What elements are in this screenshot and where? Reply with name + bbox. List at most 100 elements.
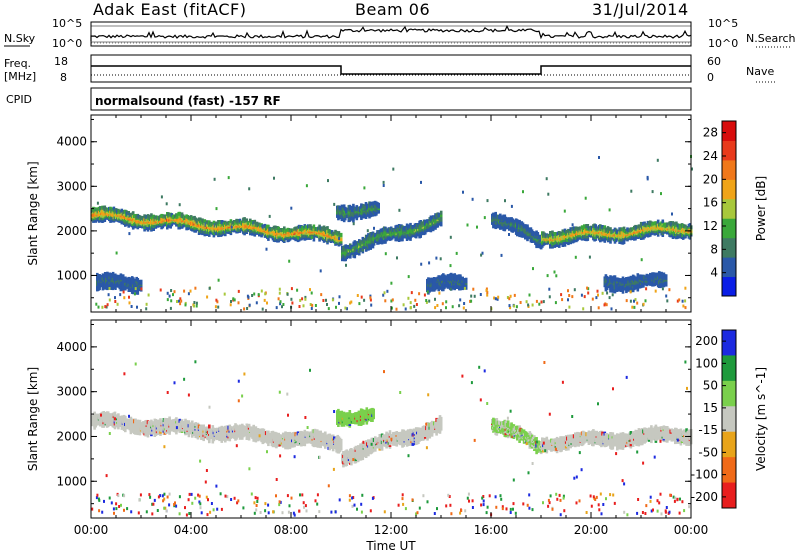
echo-cell	[288, 259, 291, 263]
echo-cell	[571, 295, 574, 299]
echo-cell	[424, 230, 427, 235]
echo-cell	[179, 302, 182, 306]
echo-cell	[603, 303, 606, 307]
echo-cell	[208, 232, 211, 237]
echo-cell	[304, 297, 307, 301]
station-title: Adak East (fitACF)	[93, 0, 247, 19]
echo-cell	[114, 300, 117, 303]
echo-cell	[428, 261, 431, 265]
freq-label: Freq.	[4, 57, 31, 70]
freq-unit: [MHz]	[4, 70, 36, 83]
echo-cell	[109, 286, 113, 290]
echo-cell	[298, 305, 301, 308]
echo-cell	[390, 281, 393, 285]
echo-cell	[267, 236, 270, 241]
echo-band	[91, 205, 343, 247]
echo-cell	[184, 303, 187, 307]
echo-cell	[571, 223, 574, 227]
echo-cell	[131, 211, 135, 216]
echo-cell	[166, 298, 169, 302]
echo-cell	[119, 273, 123, 278]
echo-cell	[261, 307, 264, 311]
echo-cell	[114, 287, 117, 290]
echo-cell	[471, 197, 474, 201]
echo-cell	[304, 236, 308, 241]
echo-cell	[277, 226, 280, 231]
echo-cell	[494, 297, 497, 301]
echo-cell	[629, 290, 632, 294]
echo-cell	[656, 158, 659, 162]
echo-cell	[168, 294, 171, 298]
echo-cell	[372, 241, 376, 246]
echo-cell	[625, 299, 628, 303]
echo-cell	[631, 305, 634, 309]
echo-band	[96, 271, 143, 295]
echo-cell	[130, 305, 133, 308]
echo-cell	[314, 304, 317, 307]
echo-cell	[644, 299, 647, 303]
echo-cell	[319, 269, 322, 273]
echo-cell	[582, 307, 585, 311]
echo-cell	[386, 289, 389, 293]
echo-cell	[494, 211, 497, 216]
echo-cell	[278, 291, 281, 295]
echo-cell	[105, 305, 108, 309]
nsky-panel-frame	[90, 21, 692, 47]
echo-cell	[145, 307, 148, 311]
echo-cell	[684, 286, 687, 290]
echo-cell	[619, 288, 622, 292]
echo-cell	[123, 296, 126, 300]
echo-cell	[688, 223, 692, 228]
echo-cell	[436, 304, 439, 307]
nsky-tick: 10^5	[52, 17, 82, 30]
echo-cell	[120, 208, 124, 213]
echo-cell	[281, 305, 283, 309]
echo-cell	[310, 307, 313, 310]
echo-cell	[384, 239, 387, 244]
echo-cell	[597, 293, 599, 297]
echo-cell	[527, 303, 530, 307]
echo-cell	[369, 298, 372, 302]
echo-cell	[509, 306, 512, 310]
echo-cell	[143, 227, 146, 232]
echo-cell	[373, 226, 375, 230]
echo-cell	[515, 305, 518, 309]
echo-cell	[586, 236, 590, 241]
echo-cell	[435, 256, 438, 260]
nave-label: Nave	[746, 65, 774, 78]
echo-cell	[341, 257, 344, 262]
echo-cell	[508, 297, 511, 301]
echo-cell	[251, 231, 254, 236]
echo-cell	[606, 291, 609, 295]
echo-cell	[291, 301, 294, 305]
echo-cell	[346, 307, 348, 311]
echo-cell	[353, 247, 356, 251]
echo-cell	[420, 180, 422, 184]
echo-cell	[370, 303, 373, 307]
echo-cell	[333, 202, 336, 206]
echo-cell	[642, 283, 645, 288]
echo-cell	[449, 264, 452, 268]
echo-cell	[384, 299, 387, 303]
echo-cell	[493, 296, 496, 300]
y-tick-label: 3000	[56, 179, 87, 193]
echo-cell	[561, 298, 564, 302]
echo-cell	[122, 290, 125, 294]
echo-cell	[201, 218, 204, 223]
echo-band	[491, 211, 543, 250]
echo-cell	[324, 226, 327, 231]
echo-cell	[320, 293, 323, 297]
echo-cell	[230, 225, 233, 229]
echo-band	[341, 210, 443, 262]
echo-cell	[434, 306, 437, 310]
echo-cell	[439, 215, 443, 220]
echo-cell	[439, 217, 443, 222]
echo-cell	[363, 186, 366, 190]
echo-cell	[290, 297, 293, 301]
echo-cell	[253, 292, 256, 296]
echo-cell	[532, 267, 534, 271]
echo-cell	[453, 273, 456, 278]
echo-cell	[562, 244, 565, 247]
echo-cell	[633, 305, 636, 309]
echo-cell	[253, 232, 257, 237]
